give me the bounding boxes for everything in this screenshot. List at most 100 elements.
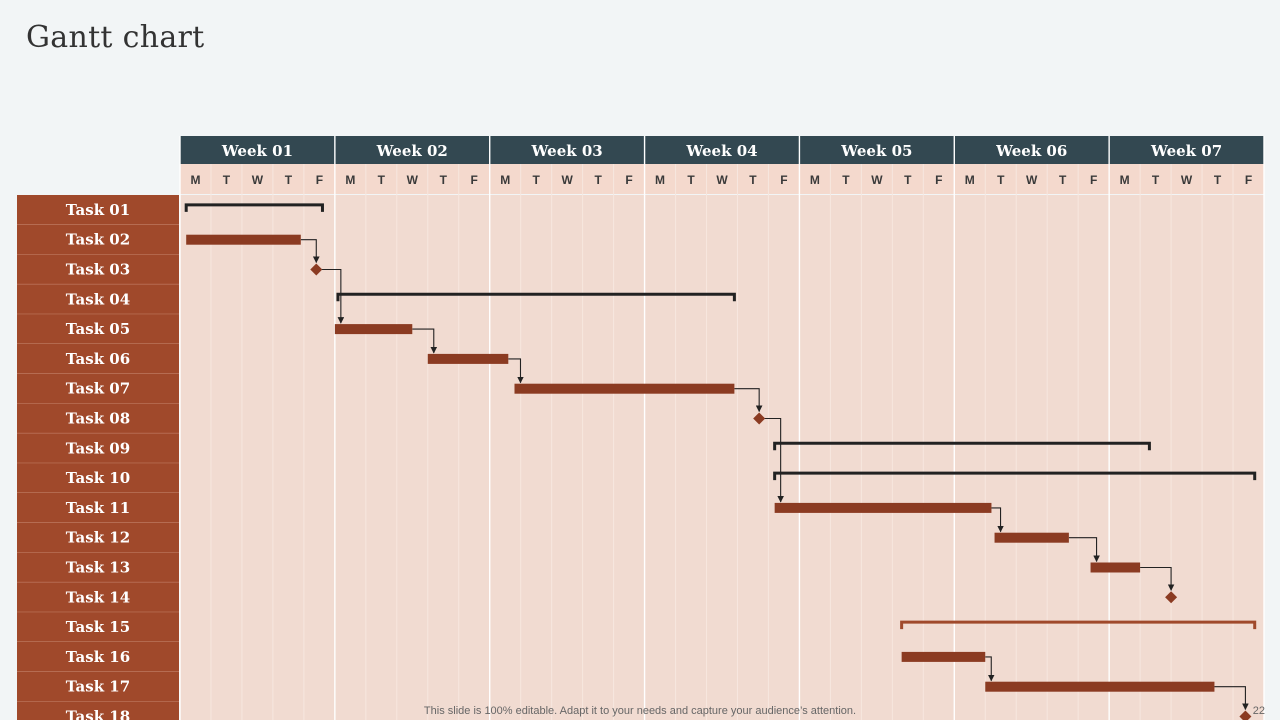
task-label: Task 17 — [66, 678, 130, 696]
dependency-link — [985, 656, 995, 682]
day-label: W — [407, 173, 419, 187]
day-label: W — [871, 173, 883, 187]
week-header-cell — [489, 136, 645, 164]
task-bar — [985, 681, 1215, 692]
task-bar — [774, 502, 992, 513]
day-label: W — [252, 173, 264, 187]
day-label: T — [687, 173, 695, 187]
week-label: Week 03 — [531, 142, 603, 160]
day-label: W — [561, 173, 573, 187]
day-label: T — [1059, 173, 1067, 187]
task-label: Task 04 — [66, 290, 130, 308]
dependency-link — [1068, 537, 1100, 563]
dependency-link — [321, 268, 345, 324]
day-label: M — [190, 173, 200, 187]
day-label: T — [842, 173, 850, 187]
summary-bracket — [773, 441, 1151, 451]
week-header-cell — [954, 136, 1110, 164]
summary-bracket — [336, 292, 736, 302]
task-label: Task 10 — [66, 469, 130, 487]
summary-bracket — [184, 203, 324, 212]
task-label-cell — [17, 522, 179, 553]
week-label: Week 02 — [376, 142, 448, 160]
week-label: Week 06 — [995, 142, 1067, 160]
task-label-cell — [17, 195, 179, 225]
day-label: T — [378, 173, 386, 187]
day-label: T — [594, 173, 602, 187]
day-label: M — [500, 173, 510, 187]
day-label: F — [935, 173, 942, 187]
task-label: Task 09 — [66, 439, 130, 457]
task-label: Task 01 — [66, 201, 130, 219]
task-label-cell — [17, 701, 179, 720]
day-label: W — [716, 173, 728, 187]
task-bar — [1090, 562, 1141, 573]
task-bar — [994, 532, 1069, 543]
dependency-link — [1214, 686, 1249, 711]
task-bar — [901, 651, 986, 662]
day-label: W — [1181, 173, 1193, 187]
task-label-cell — [17, 403, 179, 434]
week-header-cell — [334, 136, 490, 164]
task-label-cell — [17, 463, 179, 493]
task-label: Task 02 — [66, 231, 130, 249]
day-label: T — [1152, 173, 1160, 187]
task-label: Task 13 — [66, 559, 130, 577]
task-label-cell — [17, 582, 179, 613]
summary-bracket — [900, 620, 1257, 630]
task-label: Task 12 — [66, 529, 130, 547]
task-label-cell — [17, 254, 179, 285]
summary-bracket — [773, 471, 1257, 481]
day-label: F — [780, 173, 787, 187]
slide-title: Gantt chart — [26, 20, 205, 55]
milestone-diamond — [1165, 591, 1178, 604]
milestone-diamond — [310, 263, 323, 276]
chart-body — [180, 195, 1264, 720]
footer-note: This slide is 100% editable. Adapt it to… — [423, 705, 857, 717]
dependency-link — [412, 328, 438, 354]
dependency-link — [991, 507, 1004, 533]
task-label-cell — [17, 612, 179, 642]
task-label-cell — [17, 671, 179, 702]
week-header-cell — [799, 136, 955, 164]
task-label-cell — [17, 344, 179, 374]
day-label: T — [440, 173, 448, 187]
week-label: Week 01 — [221, 142, 293, 160]
task-label-cell — [17, 493, 179, 523]
task-label: Task 05 — [66, 320, 130, 338]
week-label: Week 07 — [1150, 142, 1222, 160]
day-label: T — [904, 173, 912, 187]
day-label: M — [345, 173, 355, 187]
day-label: T — [997, 173, 1005, 187]
day-label: T — [1214, 173, 1222, 187]
week-header-cell — [1109, 136, 1264, 164]
dependency-link — [1140, 566, 1175, 591]
day-label: F — [471, 173, 478, 187]
task-label-cell — [17, 642, 179, 672]
day-label: F — [625, 173, 632, 187]
day-label: F — [1245, 173, 1252, 187]
task-label-cell — [17, 314, 179, 344]
task-label: Task 18 — [66, 708, 130, 720]
dependency-link — [300, 239, 320, 264]
day-label: F — [1090, 173, 1097, 187]
week-label: Week 04 — [685, 142, 757, 160]
day-header-row — [180, 164, 1264, 194]
day-label: T — [223, 173, 231, 187]
task-label-cell — [17, 552, 179, 583]
day-label: T — [749, 173, 757, 187]
week-label: Week 05 — [840, 142, 912, 160]
page-number: 22 — [1252, 705, 1265, 717]
task-bar — [334, 324, 413, 335]
task-label: Task 07 — [66, 380, 130, 398]
task-label-cell — [17, 433, 179, 464]
task-label: Task 11 — [66, 499, 130, 517]
task-bar — [514, 383, 735, 394]
week-header-cell — [180, 136, 335, 164]
day-label: T — [532, 173, 540, 187]
task-label-cell — [17, 373, 179, 404]
task-label-cell — [17, 224, 179, 255]
task-label-cell — [17, 284, 179, 315]
task-label: Task 03 — [66, 261, 130, 279]
